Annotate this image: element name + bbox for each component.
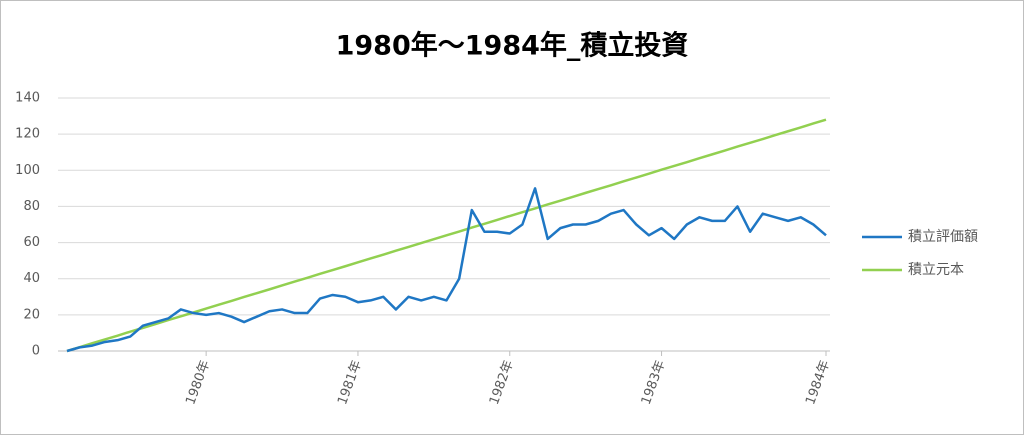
chart-title: 1980年～1984年_積立投資 xyxy=(336,30,689,62)
legend-label: 積立評価額 xyxy=(908,229,978,245)
y-tick-label: 140 xyxy=(15,91,40,106)
y-tick-label: 80 xyxy=(23,199,40,214)
legend-label: 積立元本 xyxy=(908,262,964,278)
y-tick-label: 100 xyxy=(15,163,40,178)
series-line xyxy=(66,187,827,353)
y-tick-label: 40 xyxy=(23,271,40,286)
y-tick-label: 120 xyxy=(15,127,40,142)
y-tick-label: 60 xyxy=(23,235,40,250)
y-tick-label: 20 xyxy=(23,307,40,322)
y-tick-label: 0 xyxy=(32,344,40,359)
